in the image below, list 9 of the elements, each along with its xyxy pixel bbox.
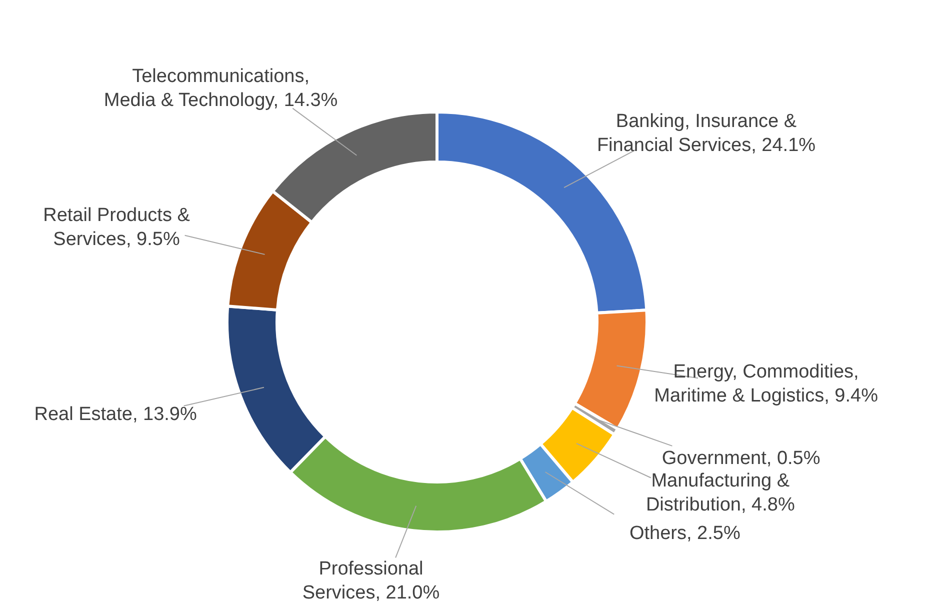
slice-label: Banking, Insurance & Financial Services, 24.1% [596, 111, 816, 156]
slice-label: Government, 0.5% [662, 448, 820, 469]
slice-label: Retail Products & Services, 9.5% [43, 205, 190, 250]
slice-label: Manufacturing & Distribution, 4.8% [646, 470, 795, 516]
slice-label: Professional Services, 21.0% [302, 558, 440, 603]
slice-label: Telecommunications, Media & Technology, 14.3% [104, 66, 338, 111]
slice-label: Real Estate, 13.9% [34, 404, 197, 425]
slice-label: Energy, Commodities, Maritime & Logistics, 9.4% [654, 361, 878, 406]
slice-label: Others, 2.5% [629, 522, 740, 544]
